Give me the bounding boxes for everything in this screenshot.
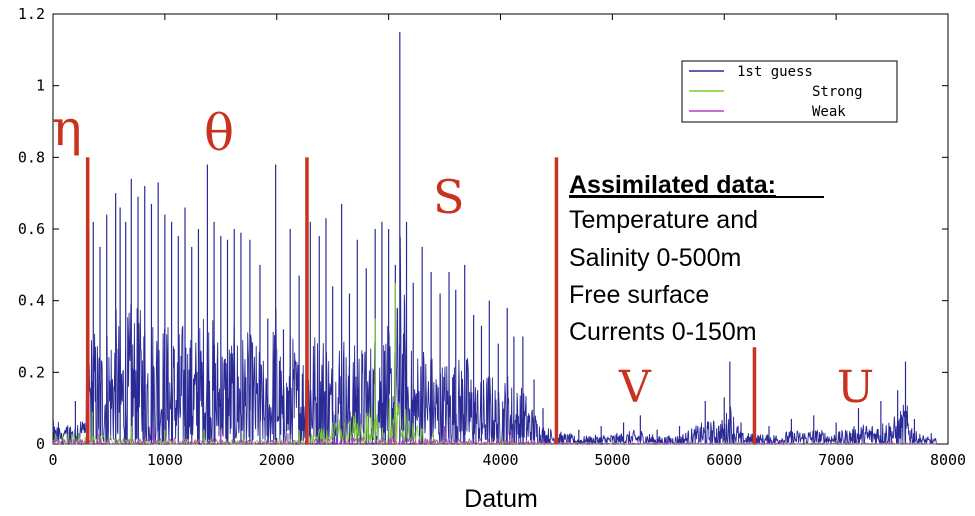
- series-trace: [52, 435, 937, 446]
- region-label-v: V: [618, 362, 652, 413]
- series-weak: [52, 422, 937, 446]
- annotation-line-2: Salinity 0-500m: [569, 244, 741, 272]
- x-tick-label: 1000: [147, 451, 183, 469]
- x-tick-label: 6000: [706, 451, 742, 469]
- x-tick-label: 5000: [594, 451, 630, 469]
- y-tick-label: 0.6: [18, 220, 45, 238]
- annotation-line-1: Temperature and: [569, 206, 758, 234]
- region-label-s: S: [433, 170, 465, 224]
- legend-label-weak: Weak: [812, 104, 846, 120]
- x-tick-label: 0: [48, 451, 57, 469]
- region-label-theta: θ: [204, 104, 234, 162]
- y-tick-label: 0.4: [18, 292, 45, 310]
- y-tick-label: 1.2: [18, 5, 45, 23]
- y-axis: 0 0.2 0.4 0.6 0.8 1 1.2: [18, 5, 948, 453]
- annotation-line-4: Currents 0-150m: [569, 318, 757, 346]
- x-tick-label: 7000: [818, 451, 854, 469]
- region-label-eta: η: [52, 99, 82, 157]
- x-tick-label: 4000: [482, 451, 518, 469]
- series-trace: [52, 236, 937, 446]
- x-tick-label: 2000: [259, 451, 295, 469]
- region-dividers: [85, 157, 757, 444]
- legend-label-strong: Strong: [812, 84, 863, 100]
- legend-label-1st-guess: 1st guess: [737, 64, 813, 80]
- y-tick-label: 0.8: [18, 148, 45, 166]
- y-tick-label: 1: [36, 77, 45, 95]
- region-label-u: U: [837, 362, 874, 413]
- x-tick-label: 3000: [371, 451, 407, 469]
- y-tick-label: 0.2: [18, 363, 45, 381]
- x-axis-label: Datum: [464, 485, 538, 513]
- annotation-title: Assimilated data:: [569, 171, 776, 199]
- annotation-line-3: Free surface: [569, 281, 709, 309]
- legend: 1st guess Strong Weak: [681, 60, 898, 123]
- x-tick-label: 8000: [930, 451, 966, 469]
- y-tick-label: 0: [36, 435, 45, 453]
